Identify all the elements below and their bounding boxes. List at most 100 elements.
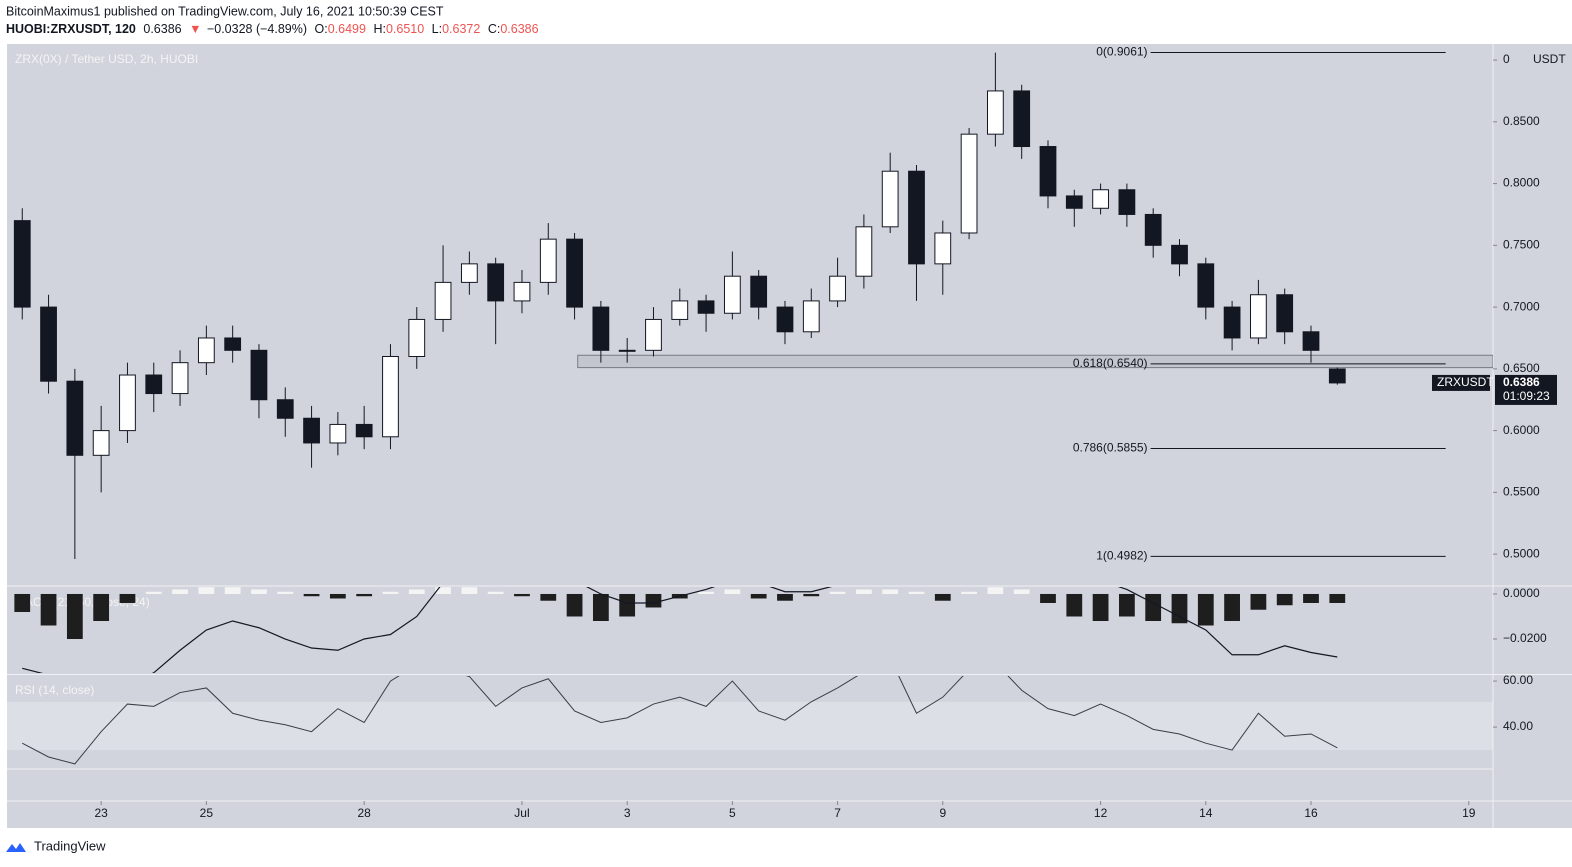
candle-body [250,349,268,401]
fib-label: 0(0.9061) [1096,45,1147,59]
y-tick-label: 0.5000 [1503,546,1540,560]
candle-body [960,133,978,234]
macd-histogram-bar [829,591,846,594]
macd-histogram-bar [1276,593,1293,606]
candle-body [750,275,768,308]
y-tick-label: 0.8000 [1503,176,1540,190]
macd-histogram-bar [119,593,136,603]
support-zone [577,354,1493,369]
macd-histogram-bar [303,593,320,597]
candle-body [1197,263,1215,308]
x-tick-label: Jul [514,806,529,820]
publisher: BitcoinMaximus1 published on TradingView… [6,4,444,18]
candle-body [13,220,31,308]
candle-body [566,238,583,308]
pane [14,587,1346,673]
candle-body [1171,244,1188,265]
candle-body [355,423,373,438]
macd-histogram-bar [987,587,1004,594]
candle-body [1092,189,1109,209]
macd-histogram-bar [1040,593,1056,603]
macd-histogram-bar [1145,593,1162,621]
macd-histogram-bar [1092,593,1109,621]
x-tick-label: 9 [939,806,946,820]
macd-histogram-bar [1329,593,1346,603]
fib-label: 0.786(0.5855) [1073,441,1148,455]
pane [13,52,1493,560]
macd-histogram-bar [224,587,241,594]
macd-histogram-bar [1119,593,1135,617]
macd-histogram-bar [750,593,767,599]
macd-histogram-bar [356,593,373,597]
header-line: HUOBI:ZRXUSDT, 120 0.6386 ▼ −0.0328 (−4.… [6,22,539,36]
y-tick-label: 0.8500 [1503,114,1540,128]
macd-histogram-bar [882,589,899,594]
macd-histogram-bar [514,593,530,597]
open: 0.6499 [328,22,366,36]
candle-body [855,226,873,277]
arrow: ▼ [189,22,201,36]
logo-icon [6,843,26,852]
macd-histogram-bar [1066,593,1083,617]
candle-body [197,337,215,364]
candle-body [776,306,794,333]
candle-body [1276,294,1294,333]
macd-histogram-bar [382,591,399,594]
x-tick-label: 3 [624,806,631,820]
y-tick-label: 0.5500 [1503,485,1540,499]
candle-body [1065,195,1083,209]
macd-histogram-bar [198,587,215,594]
macd-histogram-bar [487,591,504,594]
x-tick-label: 23 [94,806,108,820]
macd-histogram-bar [592,593,609,621]
high: 0.6510 [386,22,424,36]
macd-histogram-bar [66,593,83,640]
x-tick-label: 7 [834,806,841,820]
candle-body [224,337,242,351]
price-tag-value: 0.6386 [1503,375,1540,389]
price-tag-name-bg [1432,374,1490,391]
candle-body [881,170,899,228]
tradingview-logo[interactable]: TradingView [6,838,106,853]
macd-histogram-bar [698,591,714,594]
macd-histogram-bar [1303,593,1319,603]
x-tick-label: 28 [357,806,371,820]
candle-body [618,349,636,352]
pane [7,676,1493,765]
candle-body [829,275,846,302]
y-tick-label: 0.6000 [1503,423,1540,437]
candle-body [908,170,925,265]
price-tag-bg [1495,374,1557,405]
chart-title: ZRX(0X) / Tether USD, 2h, HUOBI [15,52,198,66]
h-label: H: [373,22,386,36]
price-tag-name: ZRXUSDT [1437,375,1494,389]
y-tick-label: 0.0000 [1503,586,1540,600]
macd-histogram-bar [1171,593,1188,624]
macd-histogram-bar [329,593,346,599]
candle-body [934,232,952,265]
candle-body [1223,306,1241,339]
o-label: O: [315,22,328,36]
y-tick-label: 0.7500 [1503,238,1540,252]
macd-histogram-bar [1013,589,1030,594]
candle-body [119,374,136,432]
candle-body [92,430,110,456]
y-tick-label: 0.7000 [1503,299,1540,313]
y-tick-label: 0.6500 [1503,361,1540,375]
macd-histogram-bar [435,587,451,594]
macd-histogram-bar [408,589,425,594]
rsi-line [22,676,1338,765]
candle-body [408,318,426,357]
rsi-title: RSI (14, close) [15,683,94,697]
macd-histogram-bar [777,593,793,601]
candle-body [539,238,557,283]
fib-label: 0.618(0.6540) [1073,356,1148,370]
candle-body [329,423,347,444]
candle-body [382,355,399,438]
candle-body [986,90,1004,135]
macd-histogram-bar [1224,593,1240,621]
candle-body [802,300,820,333]
x-tick-label: 19 [1462,806,1476,820]
macd-histogram-bar [251,589,267,594]
macd-histogram-bar [172,589,188,594]
